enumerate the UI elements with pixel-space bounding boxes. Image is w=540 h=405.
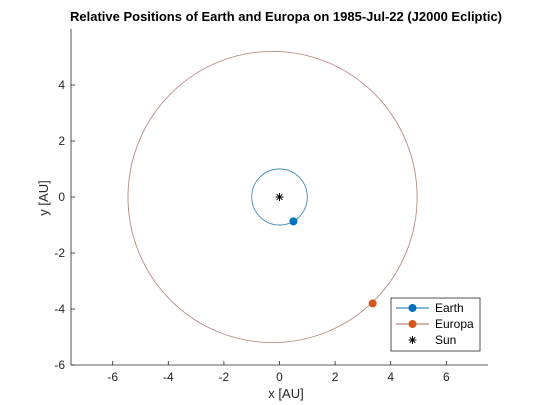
legend-label-europa: Europa xyxy=(435,317,474,331)
y-tick-label: 0 xyxy=(58,190,65,204)
y-tick-label: -2 xyxy=(54,246,65,260)
markers xyxy=(275,193,377,308)
x-tick-label: -6 xyxy=(107,370,118,384)
x-tick-label: 6 xyxy=(443,370,450,384)
x-tick-label: -2 xyxy=(219,370,230,384)
y-tick-label: -4 xyxy=(54,302,65,316)
legend-marker-europa xyxy=(408,320,417,328)
axes: -6 -4 -2 0 2 4 6 -6 -4 -2 0 2 4 xyxy=(54,29,488,384)
y-tick-label: 4 xyxy=(58,78,65,92)
legend: Earth Europa Sun xyxy=(390,297,481,352)
chart-title: Relative Positions of Earth and Europa o… xyxy=(70,9,502,24)
legend-marker-sun xyxy=(408,336,417,344)
earth-orbit xyxy=(251,168,308,226)
legend-label-sun: Sun xyxy=(435,333,456,347)
y-axis-label: y [AU] xyxy=(36,180,51,215)
sun-marker xyxy=(275,193,284,201)
x-tick-label: 0 xyxy=(276,370,283,384)
europa-marker xyxy=(368,299,377,308)
y-tick-label: 2 xyxy=(58,134,65,148)
x-tick-label: 4 xyxy=(387,370,394,384)
x-tick-label: -4 xyxy=(163,370,174,384)
x-tick-label: 2 xyxy=(332,370,339,384)
earth-marker xyxy=(289,217,298,226)
x-axis-label: x [AU] xyxy=(268,386,303,401)
europa-orbit xyxy=(127,50,418,344)
orbits xyxy=(127,50,418,344)
y-tick-label: -6 xyxy=(54,358,65,372)
legend-label-earth: Earth xyxy=(435,301,464,315)
legend-marker-earth xyxy=(408,304,417,312)
